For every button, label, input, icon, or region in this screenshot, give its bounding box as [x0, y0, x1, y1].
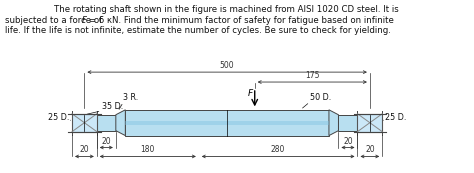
Text: 180: 180	[141, 145, 155, 154]
Text: 280: 280	[271, 145, 285, 154]
Text: 25 D.: 25 D.	[48, 113, 69, 122]
Bar	[338, 115, 357, 131]
Text: 20: 20	[365, 145, 374, 154]
Text: 20: 20	[101, 136, 111, 145]
Text: 3 R.: 3 R.	[123, 93, 139, 102]
Text: 25 D.: 25 D.	[385, 113, 406, 122]
Text: life. If the life is not infinite, estimate the number of cycles. Be sure to che: life. If the life is not infinite, estim…	[4, 26, 391, 35]
Bar	[97, 115, 116, 131]
Text: = 6 κN. Find the minimum factor of safety for fatigue based on infinite: = 6 κN. Find the minimum factor of safet…	[86, 16, 394, 25]
Text: 500: 500	[220, 61, 235, 70]
Bar	[72, 114, 97, 132]
Text: 20: 20	[80, 145, 89, 154]
Text: F: F	[82, 16, 87, 25]
Bar	[125, 110, 329, 136]
Text: The rotating shaft shown in the figure is machined from AISI 1020 CD steel. It i: The rotating shaft shown in the figure i…	[54, 5, 399, 14]
Bar	[357, 114, 382, 132]
Bar	[125, 121, 329, 125]
Text: F: F	[248, 89, 253, 98]
Text: 20: 20	[343, 136, 353, 145]
Polygon shape	[329, 110, 338, 136]
Text: 175: 175	[305, 71, 319, 80]
Polygon shape	[116, 110, 125, 136]
Text: 35 D.: 35 D.	[101, 102, 123, 111]
Text: subjected to a force of: subjected to a force of	[4, 16, 104, 25]
Text: 50 D.: 50 D.	[310, 93, 331, 102]
